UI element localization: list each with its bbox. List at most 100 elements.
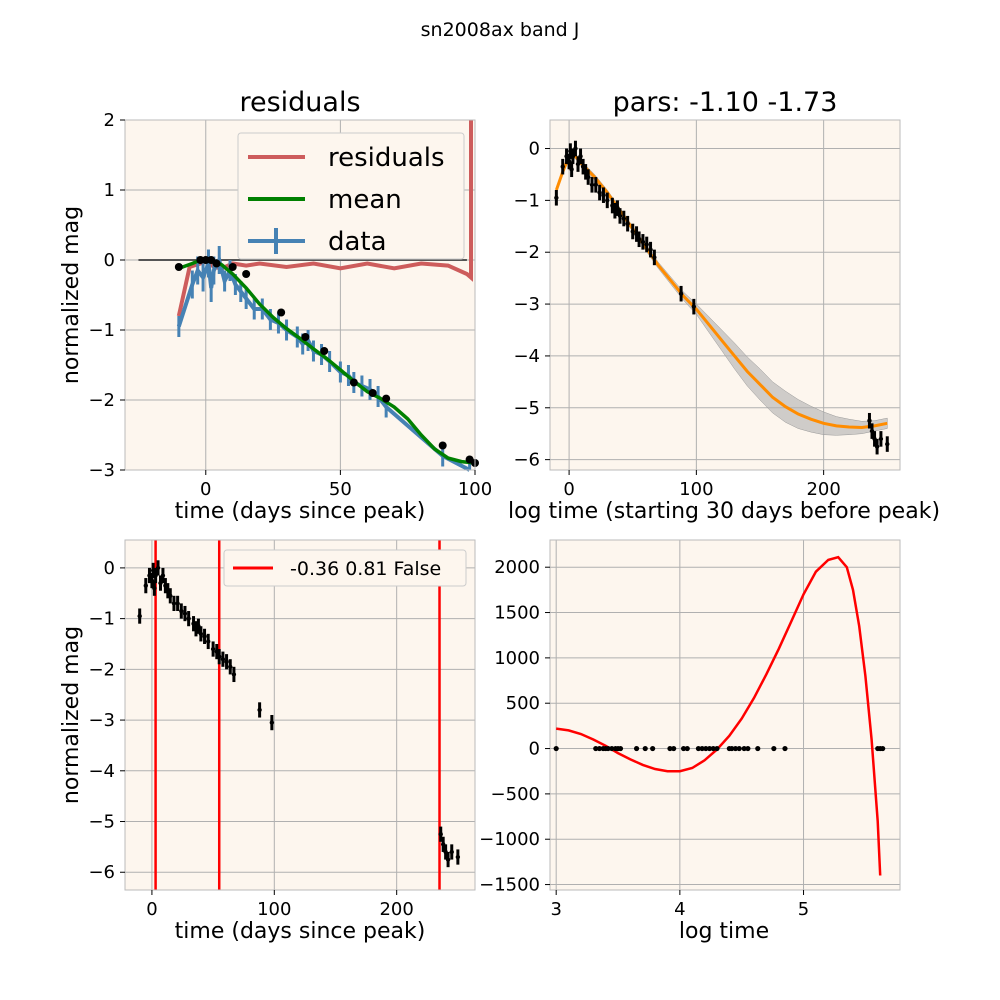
root-point [684,745,690,752]
root-point [633,745,640,752]
y-tick-label: −1000 [479,829,540,850]
data-point [644,242,649,247]
y-tick-label: 1000 [494,648,540,669]
root-point [710,745,716,752]
data-point [210,646,216,652]
data-point [621,216,627,221]
figure-suptitle: sn2008ax band J [421,19,580,41]
root-point [880,745,886,752]
data-point [186,616,191,621]
data-point [597,190,602,195]
y-tick-label: 1500 [494,603,540,624]
y-tick-label: −1500 [479,875,540,896]
y-tick-label: −3 [88,710,115,731]
data-point [691,304,697,309]
data-point [175,601,180,606]
x-tick-label: 200 [379,899,413,920]
mean-point [228,263,237,271]
data-point [652,255,657,260]
data-point [578,154,583,159]
mean-point [174,263,183,271]
root-point [741,745,747,752]
lightcurve-legend: -0.36 0.81 False [223,549,467,587]
y-tick-label: 1 [104,180,115,201]
data-point [455,854,461,860]
data-point [601,192,606,198]
root-point [771,745,777,752]
root-point [553,745,559,752]
data-point [202,634,207,639]
data-point [585,174,591,180]
y-tick-label: −6 [88,862,115,883]
data-point [171,601,177,606]
root-point [714,745,720,752]
data-point [220,657,226,662]
data-point [560,164,565,169]
root-point [732,745,739,752]
data-point [224,659,229,664]
data-point [143,583,149,588]
x-tick-label: 4 [674,899,685,920]
data-point [155,565,161,571]
root-point [680,745,687,752]
data-point [217,654,222,659]
mean-point [349,378,358,387]
x-tick-label: 0 [563,479,574,500]
data-point [636,237,642,242]
y-tick-label: 0 [529,139,540,160]
data-point [160,573,166,578]
fit-panel: 0 100 200 −6 −5 −4 −3 −2 −1 0 pars: -1.10 -1.73 l… [508,87,940,524]
data-point [874,444,880,449]
legend-residuals-label: residuals [328,143,445,173]
y-tick-label: 500 [506,693,540,714]
root-point [706,745,713,752]
residuals-legend: residuals mean data [237,132,465,260]
root-point [596,745,603,752]
residuals-xlabel: time (days since peak) [175,499,426,524]
root-point [642,745,648,752]
y-tick-label: −2 [88,659,115,680]
data-point [179,608,184,614]
data-point [438,832,443,837]
data-point [137,613,142,619]
y-tick-label: −3 [513,294,540,315]
root-point [695,745,702,752]
legend-mean-label: mean [328,185,402,215]
x-tick-label: 5 [798,899,809,920]
data-point [573,146,578,151]
x-tick-label: 200 [806,479,840,500]
x-tick-label: 0 [200,479,211,500]
root-point [667,745,673,752]
mean-point [438,441,447,450]
residuals-title: residuals [239,87,360,118]
data-point [640,239,646,245]
y-tick-label: −2 [513,242,540,263]
root-point [745,745,751,752]
fit-line [554,154,888,430]
mean-point [212,259,221,268]
x-tick-label: 0 [146,899,157,920]
y-tick-label: 0 [529,739,540,760]
data-point [269,720,275,725]
lightcurve-xlabel: time (days since peak) [175,919,426,944]
derivative-curve [556,555,882,876]
data-point [569,167,574,172]
y-tick-label: −4 [513,346,540,367]
data-point [449,849,454,855]
data-point [168,593,173,598]
x-tick-label: 100 [679,479,713,500]
data-point [625,221,630,226]
root-point [609,745,615,752]
data-point [206,639,211,644]
y-tick-label: 2000 [494,557,540,578]
root-point [617,745,624,752]
mean-point [277,308,286,317]
x-tick-label: 100 [257,899,291,920]
y-tick-label: −2 [88,390,115,411]
y-tick-label: 0 [104,250,115,271]
root-point [703,745,709,752]
y-tick-label: −5 [513,398,540,419]
root-point [593,745,599,752]
y-tick-label: −1 [513,190,540,211]
